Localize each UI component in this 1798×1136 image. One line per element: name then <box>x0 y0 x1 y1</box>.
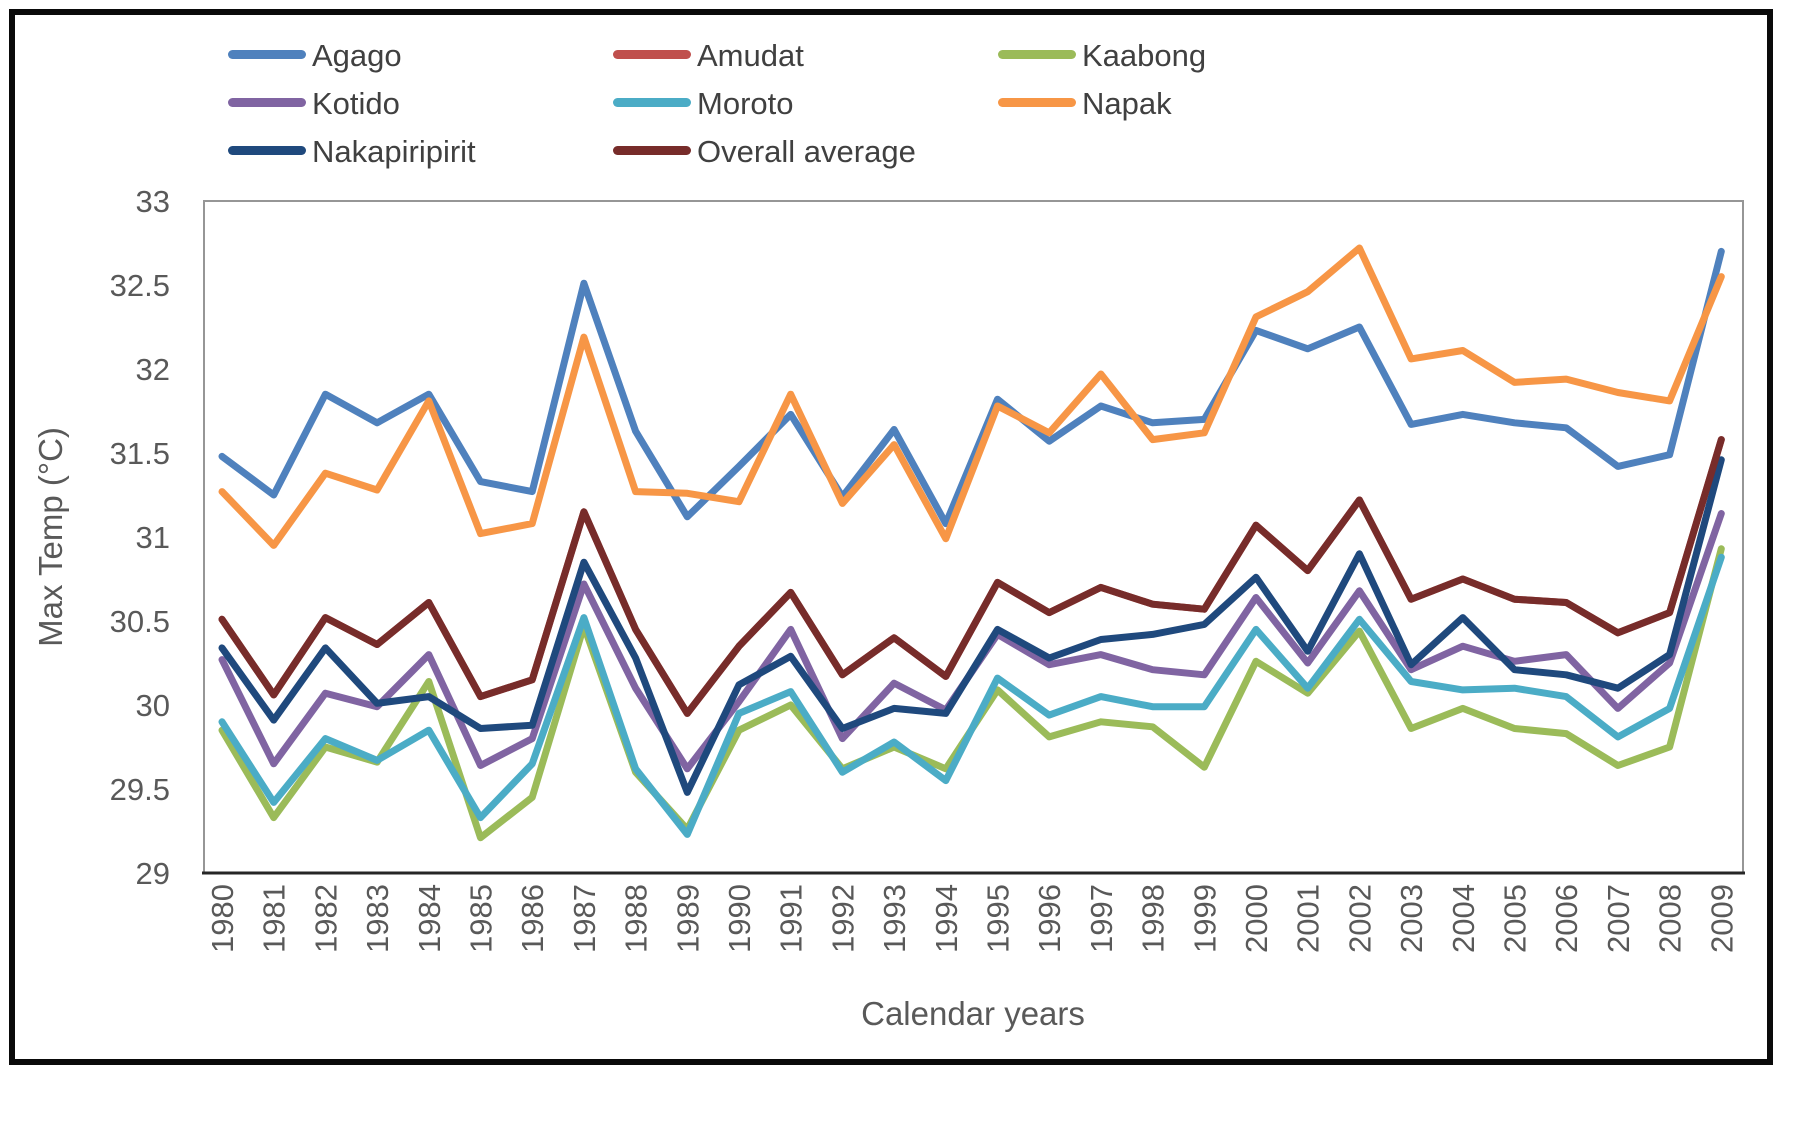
legend-label-kotido: Kotido <box>312 86 400 121</box>
x-tick-label: 1992 <box>825 884 860 953</box>
legend-swatch-agago <box>228 50 306 59</box>
y-tick-label: 29.5 <box>110 772 170 807</box>
chart-legend: Agago Amudat Kaabong Kotido Moroto Napak Nakap… <box>228 38 1206 169</box>
y-tick-label: 31.5 <box>110 436 170 471</box>
series-lines <box>218 244 1725 842</box>
x-tick-label: 1994 <box>929 884 964 953</box>
x-tick-label: 2003 <box>1394 884 1429 953</box>
y-axis-tick-labels: 33 32.5 32 31.5 31 30.5 30 29.5 29 <box>110 184 170 891</box>
y-tick-label: 30.5 <box>110 604 170 639</box>
x-tick-label: 1990 <box>722 884 757 953</box>
series-line-agago <box>218 247 1725 528</box>
x-tick-label: 1991 <box>774 884 809 953</box>
y-tick-label: 33 <box>136 184 170 219</box>
y-tick-label: 32.5 <box>110 268 170 303</box>
legend-swatch-moroto <box>613 98 691 107</box>
x-tick-label: 2004 <box>1446 884 1481 953</box>
x-tick-label: 1998 <box>1136 884 1171 953</box>
x-tick-label: 1989 <box>670 884 705 953</box>
legend-swatch-kaabong <box>998 50 1076 59</box>
y-tick-label: 29 <box>136 856 170 891</box>
x-tick-label: 1999 <box>1187 884 1222 953</box>
legend-swatch-nakapiripirit <box>228 146 306 155</box>
x-tick-label: 1984 <box>412 884 447 953</box>
legend-label-kaabong: Kaabong <box>1082 38 1206 73</box>
series-line-overall-average <box>218 436 1725 717</box>
x-axis-title: Calendar years <box>861 995 1085 1032</box>
x-tick-label: 2000 <box>1239 884 1274 953</box>
x-tick-label: 1987 <box>567 884 602 953</box>
x-tick-label: 2005 <box>1498 884 1533 953</box>
x-tick-label: 1980 <box>205 884 240 953</box>
x-axis-tick-labels: 1980 1981 1982 1983 1984 1985 1986 1987 1988 1989… <box>205 884 1739 953</box>
y-tick-label: 32 <box>136 352 170 387</box>
x-tick-label: 1997 <box>1084 884 1119 953</box>
x-tick-label: 2001 <box>1291 884 1326 953</box>
x-tick-label: 1985 <box>464 884 499 953</box>
x-tick-label: 1995 <box>981 884 1016 953</box>
series-line-moroto <box>218 553 1725 838</box>
series-line-nakapiripirit <box>218 456 1725 796</box>
figure-border <box>9 9 1773 1065</box>
x-tick-label: 1982 <box>308 884 343 953</box>
legend-label-overall-average: Overall average <box>697 134 916 169</box>
legend-label-nakapiripirit: Nakapiripirit <box>312 134 476 169</box>
legend-swatch-overall-average <box>613 146 691 155</box>
x-tick-label: 2006 <box>1549 884 1584 953</box>
x-tick-label: 1988 <box>619 884 654 953</box>
x-tick-label: 2009 <box>1704 884 1739 953</box>
legend-swatch-napak <box>998 98 1076 107</box>
legend-label-agago: Agago <box>312 38 402 73</box>
y-tick-label: 30 <box>136 688 170 723</box>
legend-label-amudat: Amudat <box>697 38 804 73</box>
x-tick-label: 1996 <box>1032 884 1067 953</box>
x-tick-label: 1993 <box>877 884 912 953</box>
x-tick-label: 1981 <box>257 884 292 953</box>
legend-swatch-kotido <box>228 98 306 107</box>
legend-swatch-amudat <box>613 50 691 59</box>
x-tick-label: 2002 <box>1342 884 1377 953</box>
x-tick-label: 1986 <box>515 884 550 953</box>
x-tick-label: 2007 <box>1601 884 1636 953</box>
legend-label-napak: Napak <box>1082 86 1172 121</box>
series-line-napak <box>218 244 1725 549</box>
x-tick-label: 2008 <box>1653 884 1688 953</box>
y-tick-label: 31 <box>136 520 170 555</box>
x-tick-label: 1983 <box>360 884 395 953</box>
y-axis-title: Max Temp (°C) <box>32 427 69 647</box>
legend-label-moroto: Moroto <box>697 86 793 121</box>
